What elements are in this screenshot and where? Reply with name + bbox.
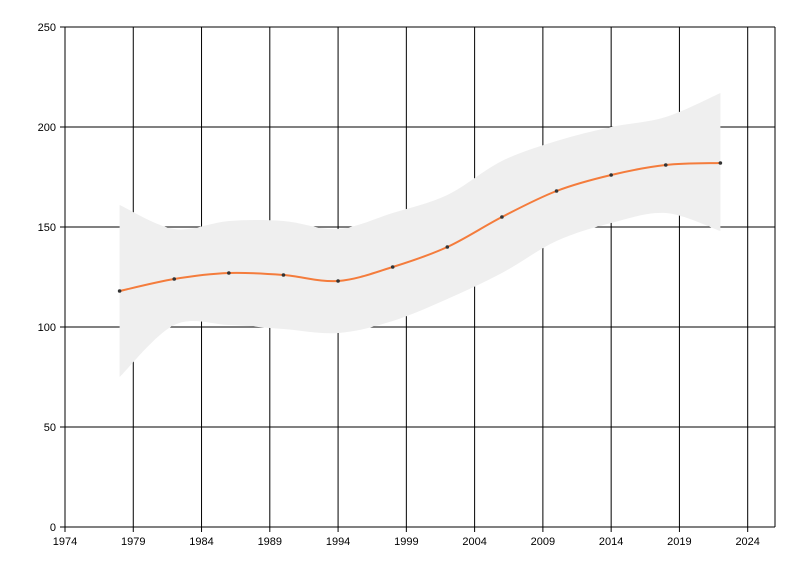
data-point <box>281 273 286 277</box>
axes <box>60 26 775 532</box>
y-tick-label: 150 <box>38 222 56 234</box>
tick-labels: 1974 1979 1984 1989 1994 1999 2004 2009 2014 2019… <box>38 22 760 548</box>
data-point <box>172 277 177 281</box>
data-point <box>445 245 450 249</box>
data-point <box>227 271 231 275</box>
data-point <box>500 215 504 219</box>
x-tick-label: 2024 <box>735 536 759 548</box>
x-tick-label: 1994 <box>326 536 350 548</box>
data-points <box>117 161 723 293</box>
x-tick-label: 2019 <box>667 536 691 548</box>
y-tick-label: 0 <box>50 522 56 534</box>
data-point <box>117 289 122 293</box>
data-point <box>663 163 668 167</box>
y-tick-label: 50 <box>44 422 56 434</box>
y-tick-label: 250 <box>38 22 56 34</box>
data-point <box>554 189 559 193</box>
data-point <box>390 265 395 269</box>
x-tick-label: 1989 <box>258 536 282 548</box>
series-line <box>119 162 721 292</box>
x-tick-label: 1999 <box>394 536 418 548</box>
data-point <box>718 161 723 165</box>
y-tick-label: 100 <box>38 322 56 334</box>
confidence-band <box>119 93 721 377</box>
x-tick-label: 2009 <box>531 536 555 548</box>
x-tick-label: 1979 <box>121 536 145 548</box>
x-tick-label: 2004 <box>462 536 486 548</box>
x-tick-label: 2014 <box>599 536 623 548</box>
data-point <box>336 279 340 283</box>
x-tick-label: 1984 <box>189 536 213 548</box>
data-point <box>609 173 613 177</box>
x-tick-label: 1974 <box>53 536 77 548</box>
y-tick-label: 200 <box>38 122 56 134</box>
